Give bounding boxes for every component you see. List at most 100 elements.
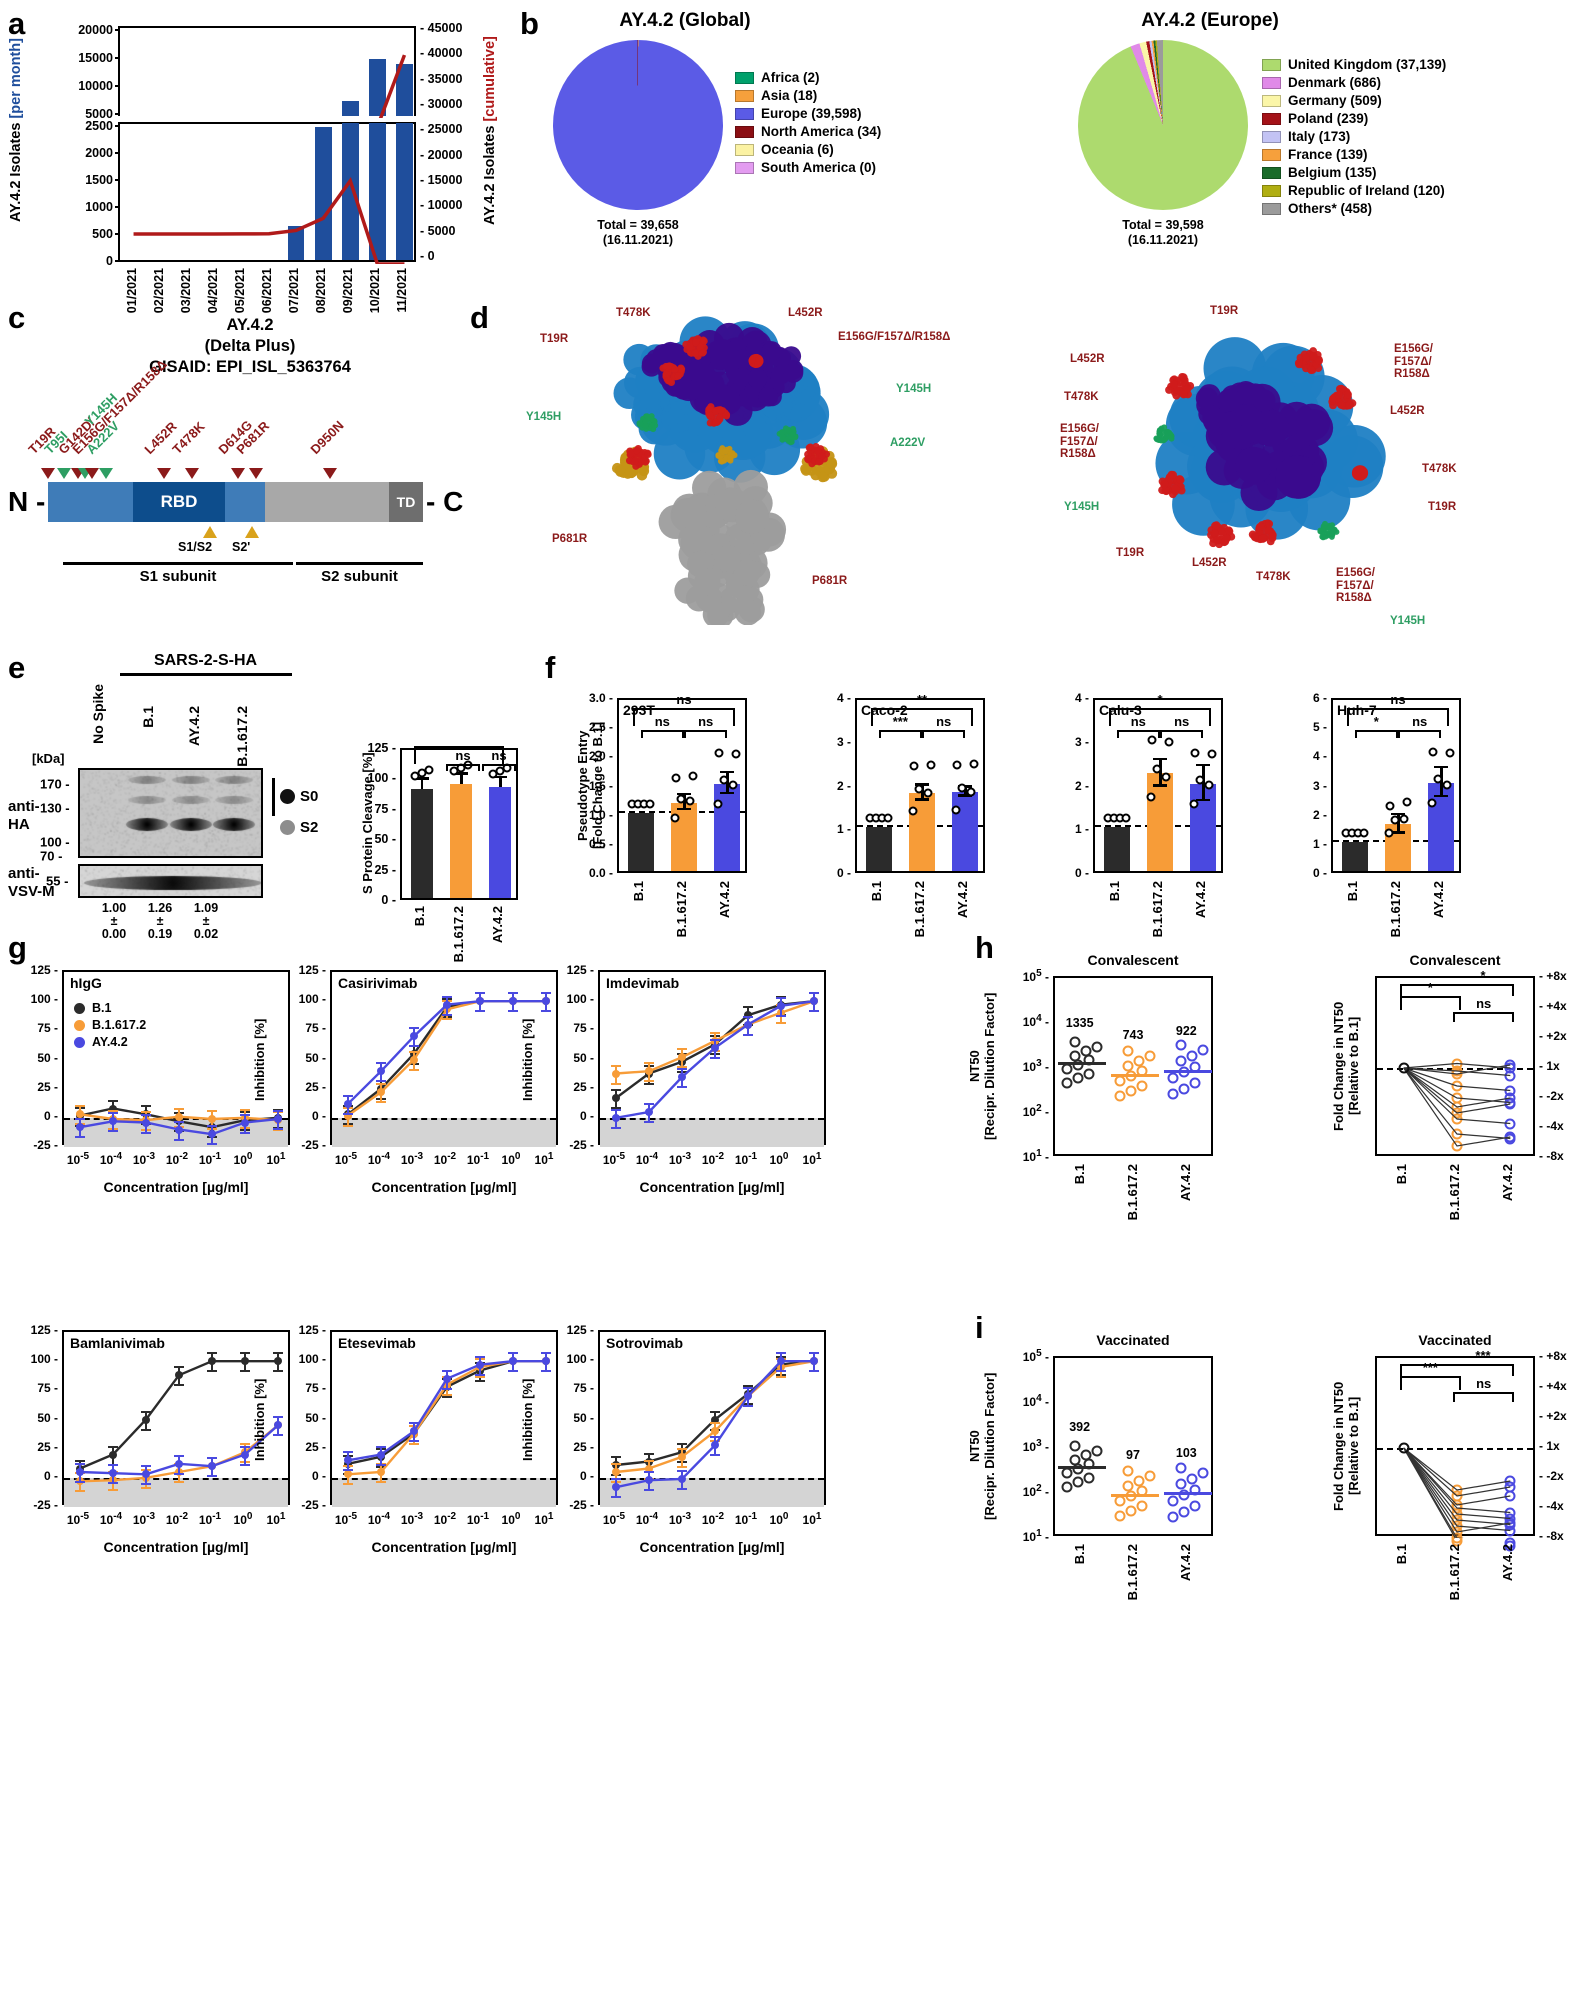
curve-error-bar: [112, 1112, 114, 1130]
tick-base: 10: [535, 1153, 548, 1167]
significance-bracket: [446, 764, 480, 771]
curve-error-cap: [174, 1139, 184, 1141]
nt50-data-point: [1168, 1495, 1179, 1506]
mutation-marker-icon: [249, 468, 263, 479]
blot-lane-label: B.1.617.2: [234, 706, 250, 767]
data-point: [909, 806, 918, 815]
f-y-tick: 2 -: [1287, 808, 1327, 822]
sig-bracket-2: [1453, 1392, 1514, 1402]
tick-base: 10: [199, 1513, 212, 1527]
nt50-x-label: B.1.617.2: [1125, 1164, 1140, 1220]
f-y-tick: 1 -: [811, 822, 851, 836]
g-y-tick: 0 -: [286, 1109, 326, 1123]
legend-label: Asia (18): [761, 88, 817, 105]
curve-error-cap: [743, 1387, 753, 1389]
curve-error-bar: [615, 1478, 617, 1496]
tick-base: 10: [199, 1153, 212, 1167]
fold-change-chart: * ns *: [1375, 976, 1535, 1156]
legend-label: South America (0): [761, 160, 876, 177]
anti-ha-blot: [78, 768, 263, 858]
g-x-tick: 10-1: [467, 1511, 489, 1527]
curve-error-cap: [207, 1457, 217, 1459]
curve-error-bar: [681, 1068, 683, 1086]
error-cap-lower: [1434, 795, 1448, 798]
tick-base: 10: [702, 1513, 715, 1527]
curve-error-bar: [79, 1118, 81, 1136]
legend-item: Belgium (135): [1262, 165, 1446, 182]
f-y-tick: 1 -: [1049, 822, 1089, 836]
data-point: [1446, 748, 1455, 757]
tick-exp: 0: [515, 1511, 521, 1522]
legend-label: France (139): [1288, 147, 1368, 164]
significance-bracket: [482, 764, 516, 771]
panel-a-y-axis-left-label: AY.4.2 Isolates [per month]: [8, 22, 24, 222]
panel-b: b AY.4.2 (Global) Total = 39,658 (16.11.…: [500, 0, 1570, 290]
tick-exp: -1: [212, 1151, 221, 1162]
nt50-data-point: [1080, 1450, 1091, 1461]
nt50-data-point: [1126, 1506, 1137, 1517]
tick-exp: -4: [381, 1151, 390, 1162]
mutation-marker-icon: [85, 468, 99, 479]
f-y-tick: 1.5 -: [573, 779, 613, 793]
data-point: [967, 788, 976, 797]
nt50-median-label: 392: [1069, 1420, 1090, 1434]
curve-error-bar: [446, 1370, 448, 1388]
tick-base: 10: [735, 1153, 748, 1167]
fold-y-tick: - +2x: [1539, 1029, 1567, 1043]
g-y-tick: -25 -: [18, 1138, 58, 1152]
error-bar: [421, 780, 424, 789]
data-point: [927, 761, 936, 770]
g-y-tick: 25 -: [554, 1440, 594, 1454]
tick-exp: -3: [146, 1511, 155, 1522]
legend-label: B.1: [92, 1000, 111, 1017]
curve-error-cap: [273, 1128, 283, 1130]
entry-bar: [1147, 773, 1173, 871]
curve-error-bar: [145, 1114, 147, 1132]
curve-error-cap: [743, 1405, 753, 1407]
s1s2-cleavage-arrow-icon: [203, 526, 217, 538]
f-y-tick: 3 -: [1287, 779, 1327, 793]
curve-error-cap: [409, 1027, 419, 1029]
curve-error-cap: [376, 1062, 386, 1064]
g-x-tick: 10-1: [199, 1511, 221, 1527]
tick-exp: -4: [381, 1511, 390, 1522]
sig-label-right: ns: [684, 714, 727, 729]
pseudotype-entry-chart: * ns ns: [1093, 698, 1223, 873]
tick-exp: 2: [1036, 1483, 1042, 1494]
g-x-tick: 101: [535, 1511, 554, 1527]
curve-error-cap: [75, 1463, 85, 1465]
tick-exp: -3: [414, 1511, 423, 1522]
legend-item: Germany (509): [1262, 93, 1446, 110]
spike-mutation-label: L452R: [1192, 557, 1227, 570]
panel-e: e SARS-2-S-HA No Spike B.1 AY.4.2 B.1.617.2…: [0, 650, 545, 930]
legend-item: Others* (458): [1262, 201, 1446, 218]
s2-segment: [265, 482, 389, 522]
nt50-chart-title: Vaccinated: [1053, 1332, 1213, 1348]
g-y-tick: -25 -: [554, 1138, 594, 1152]
f-x-label: B.1: [1345, 881, 1360, 901]
sig-bracket-2: [1453, 1012, 1514, 1022]
error-cap: [1153, 758, 1167, 761]
curve-error-cap: [343, 1113, 353, 1115]
legend-swatch: [1262, 185, 1281, 197]
curve-error-cap: [442, 1370, 452, 1372]
tick-base: 10: [368, 1153, 381, 1167]
curve-error-cap: [776, 1352, 786, 1354]
tick-base: 10: [669, 1153, 682, 1167]
fold-y-tick: - +8x: [1539, 969, 1567, 983]
tick-base: 10: [702, 1153, 715, 1167]
tick-base: 10: [100, 1153, 113, 1167]
curve-error-bar: [277, 1416, 279, 1434]
entry-bar: [1104, 827, 1130, 871]
panel-a-y-axis-right-label: AY.4.2 Isolates [cumulative]: [482, 20, 498, 225]
global-pie-title: AY.4.2 (Global): [555, 10, 815, 32]
kda-tick: 100 -: [40, 835, 70, 850]
curve-error-cap: [141, 1114, 151, 1116]
sig-label-right: ns: [1398, 714, 1441, 729]
f-y-tick: 3 -: [1049, 735, 1089, 749]
g-y-tick: 50 -: [554, 1411, 594, 1425]
entry-bar: [866, 827, 892, 871]
spike-mutation-label: T478K: [1422, 463, 1457, 476]
cell-line-title: Caco-2: [861, 702, 908, 718]
g-y-tick: 25 -: [18, 1440, 58, 1454]
